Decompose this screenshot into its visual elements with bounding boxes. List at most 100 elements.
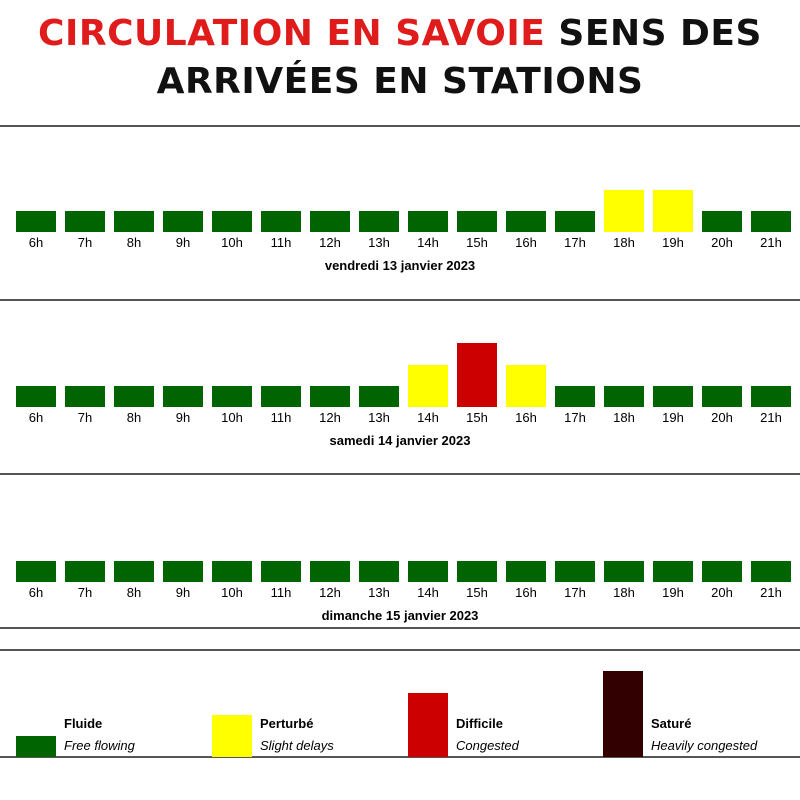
hour-label: 8h — [126, 410, 142, 425]
hour-label: 19h — [662, 585, 684, 600]
hour-label: 16h — [515, 585, 537, 600]
hour-label: 11h — [270, 585, 292, 600]
bar-20h — [702, 211, 742, 232]
hour-label: 13h — [368, 235, 390, 250]
hour-label: 6h — [28, 585, 44, 600]
hour-label: 7h — [77, 410, 93, 425]
bar-14h — [408, 211, 448, 232]
hour-label: 10h — [221, 585, 243, 600]
legend-sublabel-perturbe: Slight delays — [260, 738, 334, 753]
hour-label: 20h — [711, 585, 733, 600]
hour-label: 9h — [175, 410, 191, 425]
hour-label: 9h — [175, 585, 191, 600]
bar-21h — [751, 386, 791, 407]
section-divider — [0, 649, 800, 651]
bar-6h — [16, 561, 56, 582]
hour-label: 7h — [77, 235, 93, 250]
hour-label: 18h — [613, 585, 635, 600]
bar-15h — [457, 211, 497, 232]
hour-label: 15h — [466, 410, 488, 425]
hour-label: 11h — [270, 235, 292, 250]
bar-10h — [212, 386, 252, 407]
page-title: CIRCULATION EN SAVOIE SENS DES ARRIVÉES … — [0, 10, 800, 106]
legend-swatch-difficile — [408, 693, 448, 757]
hour-label: 10h — [221, 235, 243, 250]
hour-label: 7h — [77, 585, 93, 600]
bar-17h — [555, 386, 595, 407]
bar-7h — [65, 561, 105, 582]
section-divider — [0, 473, 800, 475]
hour-label: 8h — [126, 235, 142, 250]
bar-7h — [65, 211, 105, 232]
hour-label: 12h — [319, 410, 341, 425]
hour-label: 17h — [564, 410, 586, 425]
legend-label-difficile: Difficile — [456, 716, 503, 731]
hour-label: 21h — [760, 410, 782, 425]
hour-label: 12h — [319, 585, 341, 600]
legend-label-fluide: Fluide — [64, 716, 103, 731]
legend-sublabel-difficile: Congested — [456, 738, 519, 753]
hour-label: 8h — [126, 585, 142, 600]
hour-label: 15h — [466, 585, 488, 600]
bar-16h — [506, 365, 546, 407]
hour-label: 14h — [417, 410, 439, 425]
hour-label: 16h — [515, 235, 537, 250]
bar-8h — [114, 386, 154, 407]
bar-20h — [702, 386, 742, 407]
bar-17h — [555, 561, 595, 582]
bar-8h — [114, 561, 154, 582]
bar-12h — [310, 211, 350, 232]
hour-label: 14h — [417, 235, 439, 250]
bar-13h — [359, 561, 399, 582]
hour-label: 21h — [760, 585, 782, 600]
hour-label: 12h — [319, 235, 341, 250]
legend-label-perturbe: Perturbé — [260, 716, 314, 731]
bar-13h — [359, 386, 399, 407]
bar-19h — [653, 386, 693, 407]
hour-label: 16h — [515, 410, 537, 425]
bar-18h — [604, 561, 644, 582]
hour-label: 18h — [613, 235, 635, 250]
hour-label: 6h — [28, 410, 44, 425]
hour-label: 13h — [368, 585, 390, 600]
bar-10h — [212, 211, 252, 232]
legend-sublabel-sature: Heavily congested — [651, 738, 758, 753]
bar-9h — [163, 561, 203, 582]
day-label: samedi 14 janvier 2023 — [329, 433, 471, 448]
hour-label: 14h — [417, 585, 439, 600]
bar-15h — [457, 561, 497, 582]
section-divider — [0, 756, 800, 758]
hour-label: 13h — [368, 410, 390, 425]
hour-label: 21h — [760, 235, 782, 250]
hour-label: 6h — [28, 235, 44, 250]
legend-label-sature: Saturé — [651, 716, 692, 731]
bar-10h — [212, 561, 252, 582]
section-divider — [0, 627, 800, 629]
legend-swatch-perturbe — [212, 715, 252, 757]
hour-label: 19h — [662, 235, 684, 250]
section-divider — [0, 125, 800, 127]
bar-17h — [555, 211, 595, 232]
legend-swatch-fluide — [16, 736, 56, 757]
bar-9h — [163, 386, 203, 407]
hour-label: 19h — [662, 410, 684, 425]
bar-21h — [751, 211, 791, 232]
day-label: vendredi 13 janvier 2023 — [324, 258, 476, 273]
legend-swatch-sature — [603, 671, 643, 757]
bar-6h — [16, 211, 56, 232]
bar-18h — [604, 386, 644, 407]
hour-label: 11h — [270, 410, 292, 425]
title-red-part: CIRCULATION EN SAVOIE — [38, 13, 546, 54]
bar-6h — [16, 386, 56, 407]
bar-20h — [702, 561, 742, 582]
title-black-part: SENS DES ARRIVÉES EN STATIONS — [156, 13, 762, 102]
bar-19h — [653, 190, 693, 232]
bar-11h — [261, 386, 301, 407]
bar-14h — [408, 365, 448, 407]
hour-label: 17h — [564, 585, 586, 600]
bar-15h — [457, 343, 497, 407]
bar-14h — [408, 561, 448, 582]
hour-label: 15h — [466, 235, 488, 250]
bar-18h — [604, 190, 644, 232]
hour-label: 20h — [711, 235, 733, 250]
